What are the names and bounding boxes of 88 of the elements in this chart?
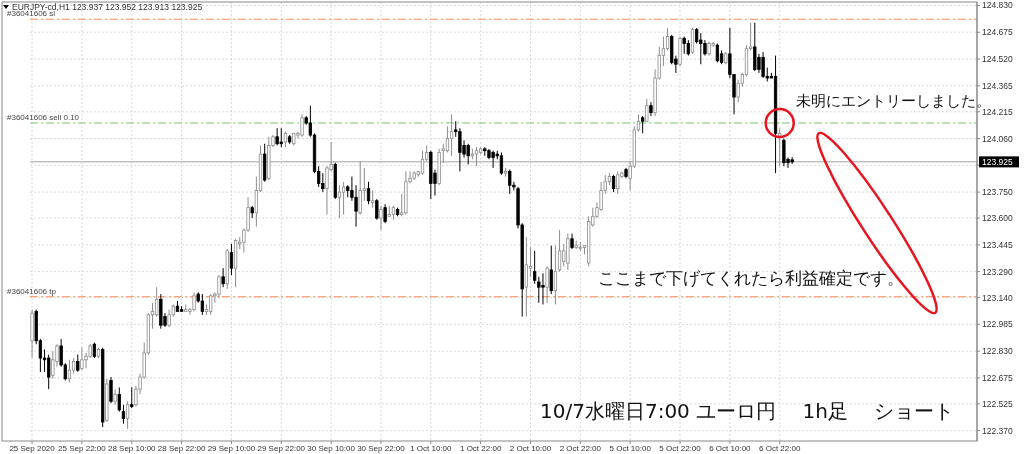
candlestick <box>155 286 159 318</box>
x-tick-label: 2 Oct 10:00 <box>509 444 552 453</box>
candlestick <box>121 404 126 425</box>
candlestick <box>466 143 470 165</box>
candlestick <box>379 205 383 231</box>
candlestick <box>341 181 346 216</box>
candlestick <box>645 98 649 122</box>
candlestick <box>337 184 342 219</box>
x-tick-label: 25 Sep 22:00 <box>58 444 107 453</box>
x-tick-label: 30 Sep 22:00 <box>357 444 406 453</box>
annotation: 10/7水曜日7:00 ユーロ円 1h足 ショート <box>540 399 955 423</box>
ref-line-label: #36041606 sl <box>7 9 56 19</box>
x-tick-label: 25 Sep 2020 <box>9 444 56 453</box>
ref-line-label: 123.925 <box>982 156 1013 167</box>
ref-line-label: #36041606 sell 0.10 <box>7 112 80 122</box>
candlestick <box>130 386 134 409</box>
candlestick <box>545 265 549 304</box>
y-tick-label: 123.140 <box>982 292 1013 303</box>
candlestick <box>782 138 786 167</box>
candlestick <box>275 127 279 146</box>
y-tick-label: 122.830 <box>982 346 1013 357</box>
candlestick <box>449 113 454 157</box>
candlestick <box>192 291 196 312</box>
candlestick <box>279 127 283 148</box>
x-tick-label: 30 Sep 10:00 <box>307 444 356 453</box>
candlestick <box>125 400 130 430</box>
y-tick-label: 124.365 <box>982 80 1013 91</box>
x-tick-label: 1 Oct 22:00 <box>459 444 502 453</box>
x-tick-label: 29 Sep 22:00 <box>257 444 306 453</box>
candlestick <box>445 125 450 153</box>
candlestick <box>715 42 720 63</box>
candlestick <box>553 245 558 305</box>
candlestick <box>499 151 504 176</box>
annotation: ここまで下げてくれたら利益確定です。 <box>598 268 904 288</box>
y-tick-label: 123.600 <box>982 213 1013 224</box>
x-tick-label: 6 Oct 10:00 <box>709 444 752 453</box>
x-tick-label: 1 Oct 10:00 <box>410 444 453 453</box>
y-tick-label: 124.520 <box>982 54 1013 65</box>
y-tick-label: 122.985 <box>982 319 1013 330</box>
candlestick <box>524 236 528 318</box>
x-tick-label: 28 Sep 10:00 <box>107 444 157 453</box>
candlestick <box>113 388 117 406</box>
candlestick <box>778 127 782 167</box>
candlestick <box>383 203 387 224</box>
candlestick <box>209 293 213 316</box>
candlestick <box>109 376 113 404</box>
candlestick <box>616 170 620 195</box>
y-tick-label: 122.370 <box>982 425 1013 436</box>
candlestick <box>474 146 479 167</box>
candlestick <box>549 245 553 295</box>
chart-title: EURJPY-cd,H1 123.937 123.952 123.913 123.925 <box>12 2 203 12</box>
y-tick-label: 122.675 <box>982 372 1013 383</box>
candlestick <box>491 150 495 169</box>
y-tick-label: 123.750 <box>982 187 1013 198</box>
candlestick <box>761 51 765 79</box>
x-tick-label: 29 Sep 10:00 <box>207 444 256 453</box>
candlestick <box>690 27 695 55</box>
candlestick <box>699 32 703 65</box>
candlestick <box>117 386 121 413</box>
candlestick <box>557 229 562 273</box>
candlestick <box>508 169 512 195</box>
candlestick <box>217 274 221 299</box>
candlestick <box>358 160 362 216</box>
x-tick-label: 5 Oct 10:00 <box>609 444 652 453</box>
candlestick <box>80 347 84 371</box>
y-tick-label: 124.830 <box>982 0 1013 11</box>
candlestick <box>221 267 225 288</box>
candlestick <box>420 150 425 176</box>
candlestick <box>67 359 72 383</box>
candlestick <box>47 354 51 390</box>
y-tick-label: 124.675 <box>982 27 1013 38</box>
ref-line-label: #36041606 tp <box>7 286 57 296</box>
x-tick-label: 2 Oct 22:00 <box>559 444 602 453</box>
candlestick <box>541 272 545 305</box>
y-tick-label: 124.060 <box>982 133 1013 144</box>
candlestick <box>300 113 304 138</box>
x-tick-label: 6 Oct 22:00 <box>759 444 801 453</box>
y-tick-label: 122.525 <box>982 398 1013 409</box>
y-tick-label: 123.290 <box>982 266 1013 277</box>
x-tick-label: 5 Oct 22:00 <box>659 444 702 453</box>
candlestick <box>458 127 462 172</box>
candlestick <box>321 172 325 193</box>
y-tick-label: 123.445 <box>982 239 1013 250</box>
x-tick-label: 28 Sep 22:00 <box>157 444 206 453</box>
candlestick <box>366 181 371 205</box>
candlestick <box>229 243 234 276</box>
candlestick <box>375 198 379 221</box>
candlestick <box>753 22 757 72</box>
